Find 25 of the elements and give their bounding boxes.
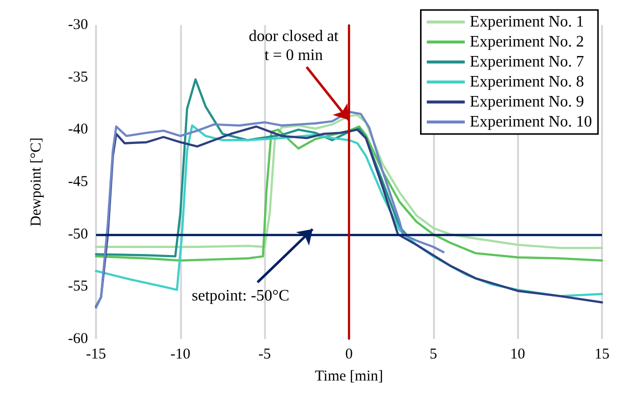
annotation: door closed at t = 0 min	[248, 28, 340, 64]
x-tick-label: 0	[345, 346, 353, 362]
legend-label: Experiment No. 9	[470, 94, 584, 110]
y-tick-label: -30	[68, 17, 88, 33]
x-tick-label: 5	[430, 346, 438, 362]
legend-label: Experiment No. 1	[470, 14, 584, 30]
legend-label: Experiment No. 10	[470, 114, 592, 130]
y-tick-label: -60	[68, 331, 88, 347]
x-tick-label: -15	[86, 346, 106, 362]
annotation: setpoint: -50°C	[192, 287, 290, 304]
x-tick-label: -10	[170, 346, 190, 362]
legend-label: Experiment No. 8	[470, 74, 584, 90]
y-tick-label: -40	[68, 122, 88, 138]
y-axis-title: Dewpoint [°C]	[28, 138, 44, 226]
x-tick-label: 15	[594, 346, 610, 362]
y-tick-label: -50	[68, 226, 88, 242]
x-tick-label: -5	[258, 346, 271, 362]
line-series	[94, 78, 410, 258]
y-tick-label: -45	[68, 174, 88, 190]
legend-label: Experiment No. 7	[470, 54, 584, 70]
x-tick-label: 10	[510, 346, 526, 362]
y-tick-label: -35	[68, 69, 88, 86]
y-tick-label: -55	[68, 278, 88, 295]
legend-label: Experiment No. 2	[470, 34, 584, 50]
x-axis-title: Time [min]	[314, 368, 384, 384]
